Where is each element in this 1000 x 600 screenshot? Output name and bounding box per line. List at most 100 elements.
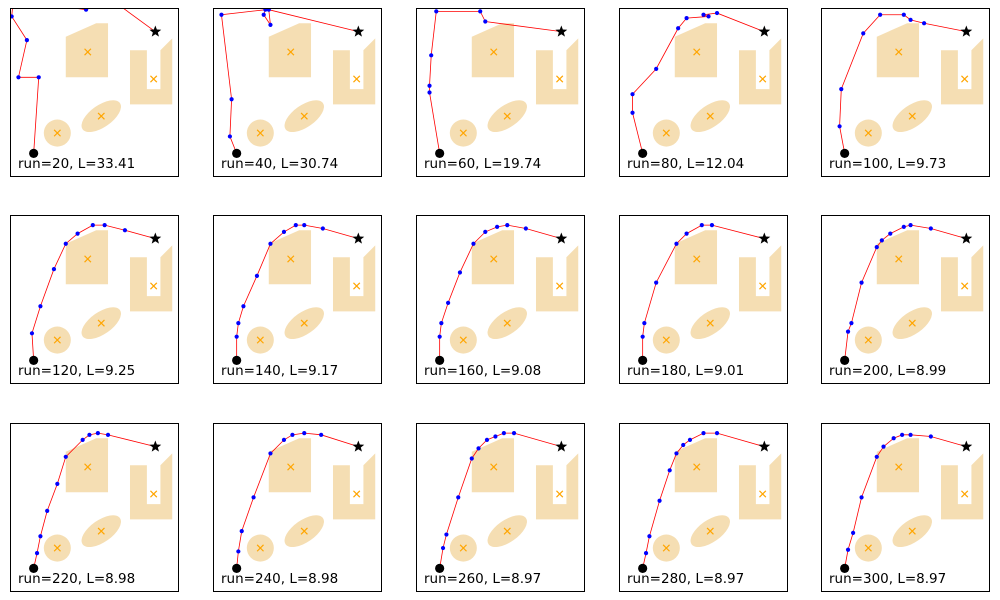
waypoint-marker	[928, 226, 933, 231]
obstacle-center-stroke	[706, 112, 714, 120]
obstacle-center-stroke	[662, 129, 670, 137]
panel-12: run=240, L=8.98	[213, 423, 382, 592]
waypoint-marker	[444, 532, 449, 537]
obstacle-center-marker	[706, 112, 714, 120]
obstacle-center-marker	[97, 527, 105, 535]
waypoint-marker	[837, 124, 842, 129]
obstacle-center-marker	[961, 282, 969, 290]
obstacle-center-marker	[895, 255, 903, 263]
waypoint-marker	[839, 87, 844, 92]
start-marker	[435, 563, 445, 573]
obstacle-center-marker	[490, 48, 498, 56]
goal-marker	[555, 25, 568, 37]
obstacle-polygon	[129, 38, 173, 105]
waypoint-marker	[254, 273, 260, 278]
panel-plot-area	[427, 9, 579, 154]
waypoint-marker	[219, 12, 224, 17]
waypoint-marker	[714, 431, 720, 436]
waypoint-marker	[24, 38, 29, 43]
panel-frame	[821, 215, 990, 384]
obstacle-center-marker	[556, 75, 564, 83]
obstacle-center-stroke	[503, 112, 511, 120]
panel-6: run=120, L=9.25	[10, 215, 179, 384]
obstacle-center-marker	[908, 319, 916, 327]
waypoint-marker	[34, 551, 40, 556]
obstacle-center-marker	[459, 336, 467, 344]
path-line	[31, 224, 156, 361]
waypoint-marker	[29, 331, 35, 336]
obstacle-center-marker	[908, 527, 916, 535]
waypoint-marker	[891, 436, 896, 441]
start-marker	[638, 563, 648, 573]
waypoint-marker	[874, 454, 879, 459]
obstacle-polygon	[535, 453, 579, 520]
panel-13: run=260, L=8.97	[416, 423, 585, 592]
obstacle-center-stroke	[97, 319, 105, 327]
waypoint-marker	[63, 241, 68, 246]
obstacle-center-stroke	[895, 463, 903, 471]
waypoint-marker	[281, 229, 287, 234]
obstacle-center-stroke	[693, 48, 701, 56]
panel-caption: run=80, L=12.04	[627, 156, 744, 172]
waypoint-marker	[681, 442, 686, 448]
waypoint-marker	[261, 12, 266, 17]
start-marker	[232, 563, 242, 573]
obstacle-center-stroke	[662, 336, 670, 344]
panel-plot-area	[640, 223, 782, 361]
waypoint-marker	[881, 444, 886, 449]
waypoint-marker	[469, 456, 474, 461]
waypoint-marker	[879, 238, 884, 243]
goal-marker	[960, 440, 973, 452]
obstacle-center-marker	[490, 463, 498, 471]
obstacle-center-marker	[53, 336, 61, 344]
waypoint-marker	[55, 481, 60, 486]
goal-marker	[555, 232, 568, 244]
waypoint-marker	[647, 534, 652, 539]
waypoint-marker	[109, 0, 113, 2]
obstacle-center-stroke	[961, 490, 969, 498]
goal-marker	[960, 232, 973, 244]
waypoint-marker	[523, 226, 528, 231]
waypoint-marker	[642, 321, 647, 326]
waypoint-marker	[851, 530, 856, 535]
waypoint-marker	[87, 432, 92, 437]
waypoint-marker	[714, 10, 720, 16]
obstacle-center-marker	[662, 544, 670, 552]
obstacle-center-marker	[662, 129, 670, 137]
obstacle-center-stroke	[84, 255, 92, 263]
obstacle-center-marker	[150, 282, 158, 290]
obstacle-center-stroke	[256, 544, 264, 552]
waypoint-marker	[908, 432, 913, 437]
obstacle-center-stroke	[556, 75, 564, 83]
waypoint-marker	[302, 223, 307, 228]
waypoint-marker	[251, 495, 256, 500]
waypoint-marker	[427, 83, 432, 88]
obstacle-center-stroke	[150, 490, 158, 498]
waypoint-marker	[320, 226, 325, 231]
goal-marker	[149, 25, 162, 37]
start-marker	[840, 563, 850, 573]
obstacle-center-stroke	[287, 463, 295, 471]
goal-marker	[352, 232, 365, 244]
waypoint-marker	[901, 12, 906, 17]
panel-plot-area	[642, 431, 782, 569]
obstacle-center-marker	[353, 75, 361, 83]
obstacle-center-stroke	[150, 282, 158, 290]
obstacle-center-stroke	[864, 544, 872, 552]
waypoint-marker	[888, 231, 893, 236]
obstacle-center-stroke	[759, 75, 767, 83]
obstacle-center-marker	[459, 129, 467, 137]
goal-marker	[352, 440, 365, 452]
obstacle-center-stroke	[961, 75, 969, 83]
panel-plot-area	[437, 223, 579, 361]
panel-caption: run=220, L=8.98	[18, 571, 135, 587]
obstacle-polygon	[332, 453, 376, 520]
waypoint-marker	[505, 223, 510, 228]
start-marker	[435, 355, 445, 365]
panel-plot-area	[10, 0, 173, 154]
waypoint-marker	[239, 529, 244, 534]
waypoint-marker	[236, 549, 241, 554]
panel-caption: run=200, L=8.99	[829, 363, 946, 379]
obstacle-polygon	[332, 38, 376, 105]
obstacle-polygon	[738, 453, 782, 520]
